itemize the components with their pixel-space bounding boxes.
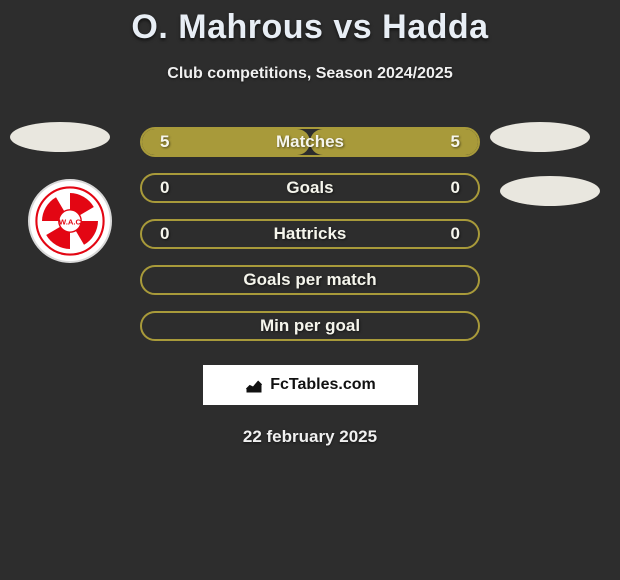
stat-row-min-per-goal: Min per goal (140, 311, 480, 341)
stat-value-left: 5 (160, 132, 169, 152)
stat-label: Hattricks (274, 224, 347, 244)
stat-label: Goals per match (243, 270, 376, 290)
player-badge-right-1 (490, 122, 590, 152)
stat-value-right: 0 (451, 178, 460, 198)
stat-row-matches: 5 Matches 5 (140, 127, 480, 157)
player-badge-right-2 (500, 176, 600, 206)
page-title: O. Mahrous vs Hadda (0, 0, 620, 47)
stat-row-goals-per-match: Goals per match (140, 265, 480, 295)
snapshot-date: 22 february 2025 (0, 427, 620, 447)
source-badge: FcTables.com (203, 365, 418, 405)
club-crest-left: W.A.C (28, 179, 112, 263)
stat-value-left: 0 (160, 178, 169, 198)
subtitle: Club competitions, Season 2024/2025 (0, 65, 620, 83)
stat-label: Goals (286, 178, 333, 198)
stat-label: Matches (276, 132, 344, 152)
stat-value-right: 0 (451, 224, 460, 244)
stat-value-left: 0 (160, 224, 169, 244)
stat-label: Min per goal (260, 316, 360, 336)
comparison-card: O. Mahrous vs Hadda Club competitions, S… (0, 0, 620, 580)
source-label: FcTables.com (270, 376, 376, 394)
crest-icon: W.A.C (35, 186, 105, 256)
stat-row-goals: 0 Goals 0 (140, 173, 480, 203)
player-badge-left (10, 122, 110, 152)
svg-text:W.A.C: W.A.C (59, 218, 82, 227)
stat-value-right: 5 (451, 132, 460, 152)
chart-icon (244, 375, 264, 395)
stat-row-hattricks: 0 Hattricks 0 (140, 219, 480, 249)
